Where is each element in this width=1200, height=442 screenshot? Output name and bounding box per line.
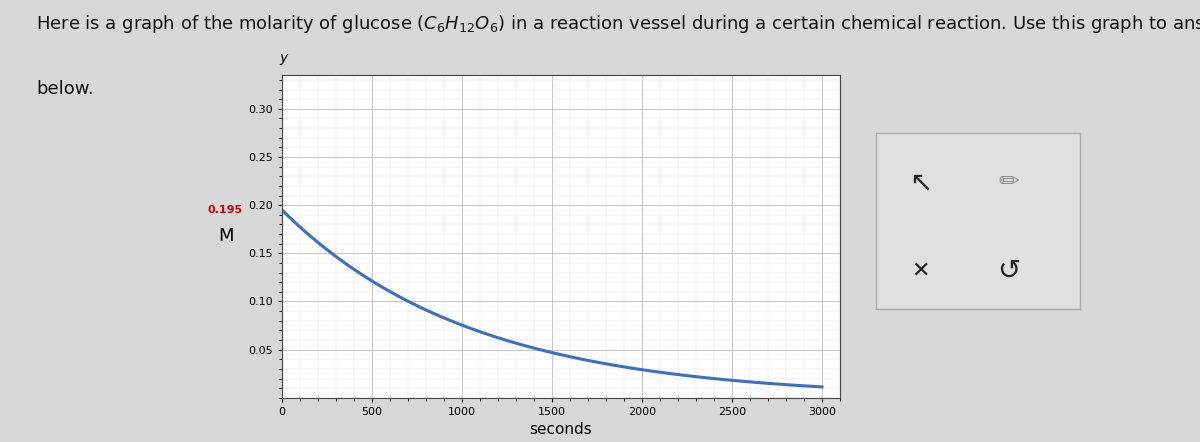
Text: ✏: ✏ xyxy=(998,170,1019,194)
Text: below.: below. xyxy=(36,80,94,98)
Text: M: M xyxy=(218,228,234,245)
X-axis label: seconds: seconds xyxy=(529,423,593,438)
Text: 0.195: 0.195 xyxy=(208,205,242,215)
Text: Here is a graph of the molarity of glucose $(C_6H_{12}O_6)$ in a reaction vessel: Here is a graph of the molarity of gluco… xyxy=(36,13,1200,35)
Text: y: y xyxy=(280,51,288,65)
Text: ✕: ✕ xyxy=(912,260,930,281)
Text: ↺: ↺ xyxy=(997,256,1020,285)
Text: ↖: ↖ xyxy=(910,168,932,196)
